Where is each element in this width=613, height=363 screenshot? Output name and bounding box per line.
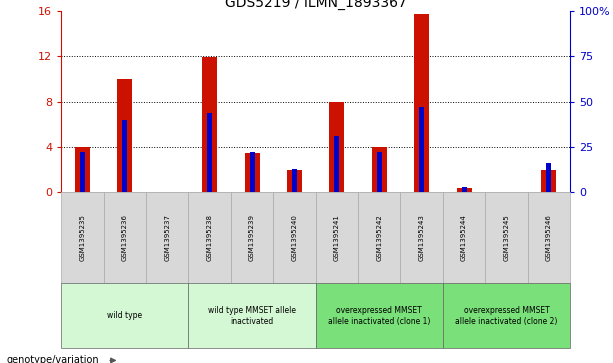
Title: GDS5219 / ILMN_1893367: GDS5219 / ILMN_1893367 [225,0,406,10]
Bar [457,188,471,192]
Bar [443,283,570,348]
Text: GSM1395240: GSM1395240 [292,214,297,261]
Bar [316,192,358,283]
Bar [207,113,212,192]
Text: GSM1395243: GSM1395243 [419,214,425,261]
Text: wild type MMSET allele
inactivated: wild type MMSET allele inactivated [208,306,296,326]
Text: GSM1395242: GSM1395242 [376,215,383,261]
Bar [123,120,128,192]
Text: GSM1395246: GSM1395246 [546,214,552,261]
Bar [80,152,85,192]
Text: GSM1395238: GSM1395238 [207,214,213,261]
Bar [189,283,316,348]
Bar [443,192,485,283]
Bar [61,283,189,348]
Text: GSM1395237: GSM1395237 [164,214,170,261]
Bar [249,152,254,192]
Bar [485,192,528,283]
Bar [118,79,132,192]
Bar [202,57,217,192]
Bar [61,192,104,283]
Bar [358,192,400,283]
Bar [372,147,387,192]
Text: wild type: wild type [107,311,142,320]
Bar [146,192,189,283]
Bar [546,163,552,192]
Bar [377,152,382,192]
Text: overexpressed MMSET
allele inactivated (clone 1): overexpressed MMSET allele inactivated (… [328,306,430,326]
Bar [419,107,424,192]
Bar [292,169,297,192]
Bar [189,192,231,283]
Text: overexpressed MMSET
allele inactivated (clone 2): overexpressed MMSET allele inactivated (… [455,306,558,326]
Text: GSM1395235: GSM1395235 [80,214,85,261]
Bar [528,192,570,283]
Text: GSM1395241: GSM1395241 [334,214,340,261]
Text: GSM1395239: GSM1395239 [249,214,255,261]
Bar [273,192,316,283]
Text: genotype/variation: genotype/variation [6,355,99,363]
Bar [245,153,259,192]
Bar [400,192,443,283]
Text: GSM1395244: GSM1395244 [461,215,467,261]
Bar [329,102,345,192]
Text: GSM1395245: GSM1395245 [503,215,509,261]
Bar [287,170,302,192]
Bar [75,147,90,192]
Bar [414,14,429,192]
Bar [334,136,340,192]
Bar [231,192,273,283]
Bar [541,170,557,192]
Bar [316,283,443,348]
Text: GSM1395236: GSM1395236 [122,214,128,261]
Bar [104,192,146,283]
Bar [462,187,466,192]
